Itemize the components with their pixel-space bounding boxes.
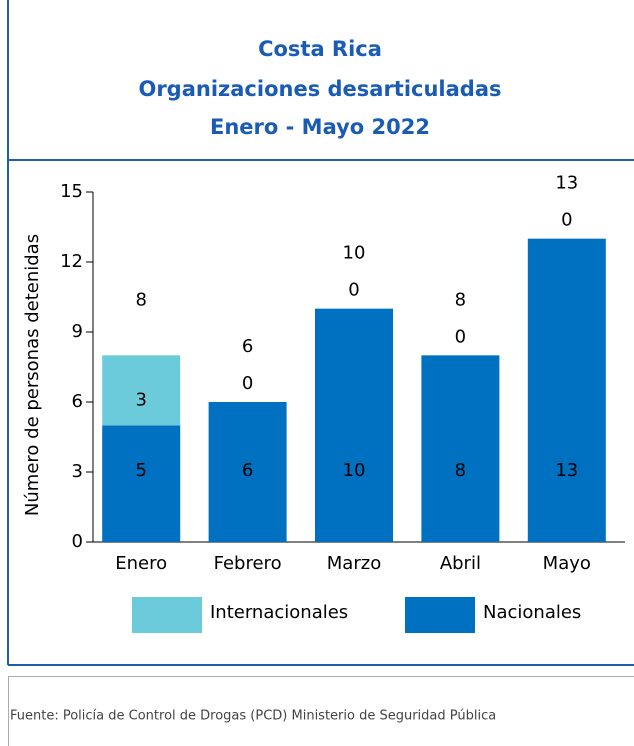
legend-swatch [132,597,202,633]
bar-segment [315,308,393,542]
x-tick-label: Febrero [214,553,282,574]
x-tick-label: Enero [115,553,167,574]
y-tick-label: 9 [72,321,83,342]
x-tick-label: Mayo [543,553,591,574]
y-tick-label: 0 [72,531,83,552]
total-label: 6 [242,336,253,357]
chart-title: Organizaciones desarticuladas [138,77,501,101]
legend-label: Internacionales [210,602,348,623]
y-axis-label: Número de personas detenidas [22,234,43,516]
data-label: 8 [455,460,466,481]
y-tick-label: 6 [72,391,83,412]
y-tick-label: 3 [72,461,83,482]
legend-swatch [405,597,475,633]
data-label: 0 [348,280,359,301]
y-tick-label: 15 [60,181,83,202]
data-label: 13 [555,460,578,481]
data-label: 5 [135,460,146,481]
data-label: 0 [242,373,253,394]
total-label: 8 [455,289,466,310]
bar-segment [102,355,181,426]
legend-label: Nacionales [483,602,581,623]
total-label: 13 [555,173,578,194]
source: Fuente: Policía de Control de Drogas (PC… [10,709,496,724]
y-tick-label: 12 [60,251,83,272]
data-label: 3 [135,389,146,410]
total-label: 10 [343,243,366,264]
data-label: 0 [455,326,466,347]
chart-title: Enero - Mayo 2022 [210,115,430,139]
bar-segment [208,402,287,542]
x-tick-label: Abril [440,553,481,574]
data-label: 10 [343,460,366,481]
data-label: 0 [561,210,572,231]
bar-segment [421,355,500,542]
bar-segment [102,425,181,542]
chart-title: Costa Rica [258,37,382,61]
data-label: 6 [242,460,253,481]
bar-segment [527,238,606,542]
x-tick-label: Marzo [327,553,381,574]
total-label: 8 [135,289,146,310]
source-box [8,676,634,746]
